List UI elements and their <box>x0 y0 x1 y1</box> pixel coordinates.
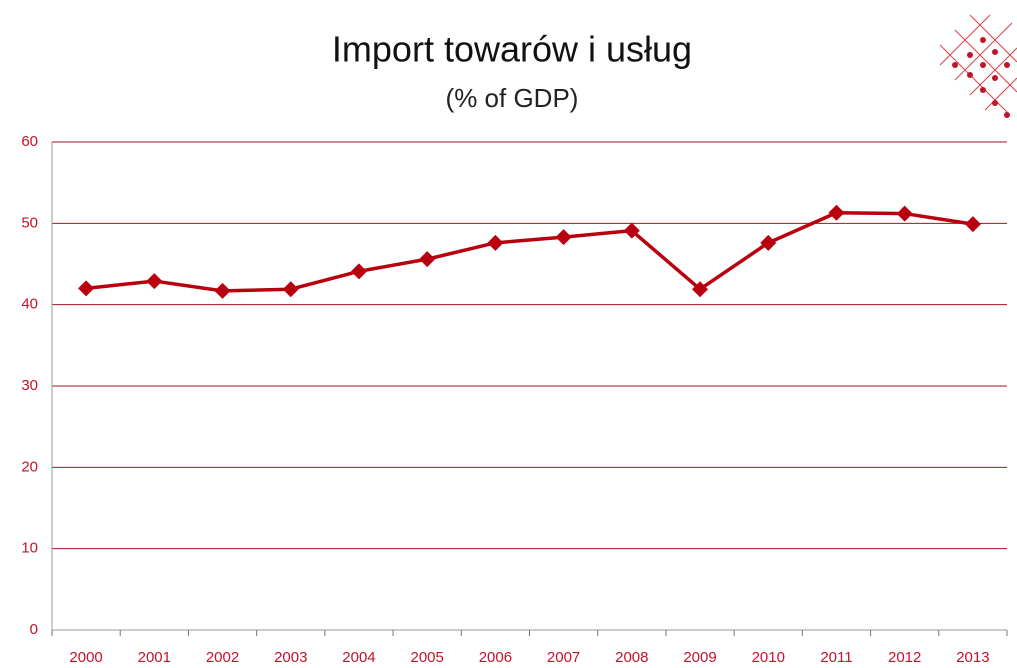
data-point <box>692 281 709 298</box>
x-tick-label: 2000 <box>69 649 102 666</box>
x-tick-label: 2012 <box>888 649 921 666</box>
x-tick-label: 2001 <box>138 649 171 666</box>
data-point <box>487 234 504 251</box>
x-tick-label: 2010 <box>752 649 785 666</box>
x-tick-label: 2007 <box>547 649 580 666</box>
x-tick-label: 2009 <box>683 649 716 666</box>
x-tick-label: 2003 <box>274 649 307 666</box>
data-point <box>964 216 981 233</box>
data-point <box>350 263 367 280</box>
data-point <box>214 282 231 299</box>
data-line <box>85 211 974 293</box>
y-tick-label: 0 <box>30 621 38 638</box>
data-point <box>146 273 163 290</box>
y-tick-label: 20 <box>21 458 38 475</box>
x-tick-label: 2004 <box>342 649 375 666</box>
x-tick-label: 2011 <box>820 649 852 666</box>
data-point <box>78 280 95 297</box>
x-tick-label: 2008 <box>615 649 648 666</box>
y-tick-label: 10 <box>21 540 38 557</box>
logo-dots <box>952 37 1010 118</box>
data-point <box>419 251 436 268</box>
y-tick-label: 50 <box>21 214 38 231</box>
data-point <box>896 205 913 222</box>
logo <box>939 14 1017 116</box>
data-point <box>555 229 572 246</box>
data-point <box>623 222 640 239</box>
x-tick-label: 2005 <box>410 649 443 666</box>
y-tick-label: 60 <box>21 133 38 150</box>
data-point <box>760 234 777 251</box>
chart-title: Import towarów i usług <box>332 29 692 70</box>
x-tick-label: 2006 <box>479 649 512 666</box>
x-tick-label: 2013 <box>956 649 989 666</box>
y-tick-label: 40 <box>21 296 38 313</box>
data-point <box>282 281 299 298</box>
data-point <box>828 204 845 221</box>
y-tick-label: 30 <box>21 377 38 394</box>
chart-subtitle: (% of GDP) <box>446 83 579 113</box>
x-tick-label: 2002 <box>206 649 239 666</box>
